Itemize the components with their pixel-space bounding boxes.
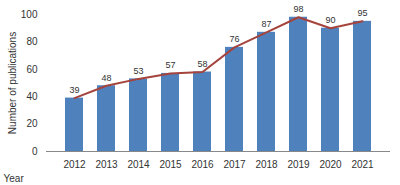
svg-text:95: 95 <box>357 8 367 18</box>
svg-text:2020: 2020 <box>319 159 342 170</box>
svg-text:40: 40 <box>26 91 38 102</box>
svg-text:Number of publications: Number of publications <box>7 32 18 134</box>
svg-text:2017: 2017 <box>223 159 246 170</box>
svg-text:2012: 2012 <box>63 159 86 170</box>
svg-text:0: 0 <box>32 146 38 157</box>
svg-text:80: 80 <box>26 36 38 47</box>
svg-text:90: 90 <box>325 15 335 25</box>
svg-text:2016: 2016 <box>191 159 214 170</box>
svg-text:2018: 2018 <box>255 159 278 170</box>
svg-text:48: 48 <box>101 73 111 83</box>
svg-text:2015: 2015 <box>159 159 182 170</box>
svg-text:57: 57 <box>165 60 175 70</box>
svg-text:20: 20 <box>26 118 38 129</box>
svg-text:100: 100 <box>21 9 38 20</box>
svg-text:58: 58 <box>197 59 207 69</box>
svg-text:87: 87 <box>261 19 271 29</box>
svg-text:2019: 2019 <box>287 159 310 170</box>
svg-text:98: 98 <box>293 4 303 14</box>
svg-text:Year: Year <box>4 173 25 184</box>
svg-text:60: 60 <box>26 64 38 75</box>
svg-text:53: 53 <box>133 66 143 76</box>
svg-text:76: 76 <box>229 34 239 44</box>
svg-text:2013: 2013 <box>95 159 118 170</box>
svg-text:2014: 2014 <box>127 159 150 170</box>
svg-text:39: 39 <box>69 85 79 95</box>
svg-text:2021: 2021 <box>351 159 374 170</box>
